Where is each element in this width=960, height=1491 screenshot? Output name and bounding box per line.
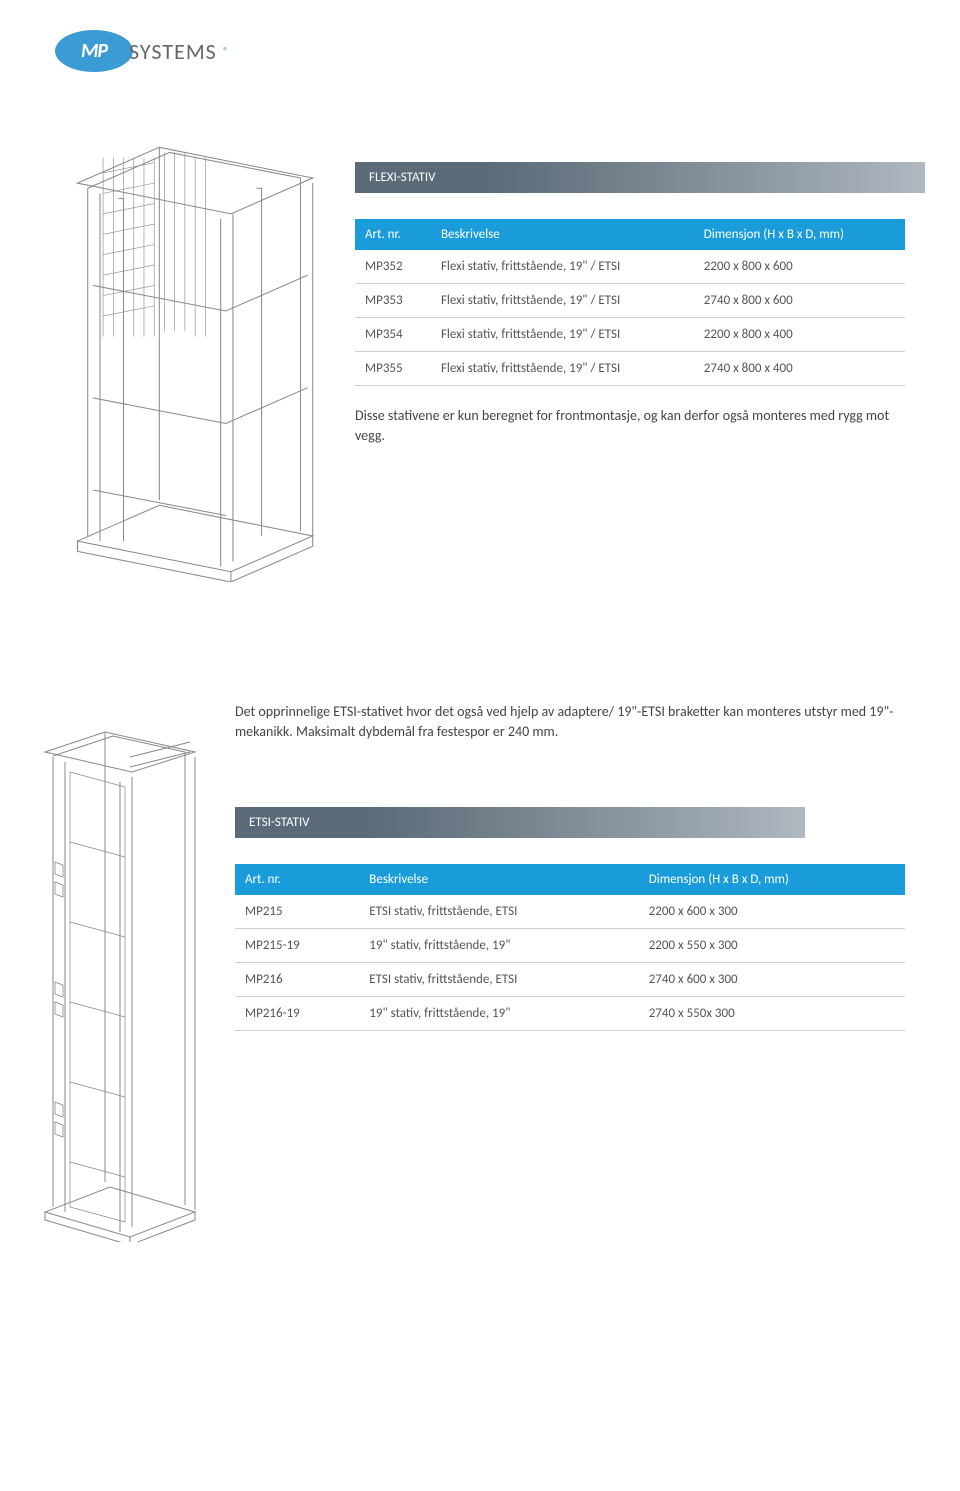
cell-art: MP215-19 xyxy=(235,929,359,963)
cell-art: MP216-19 xyxy=(235,997,359,1031)
cell-dim: 2200 x 550 x 300 xyxy=(639,929,905,963)
cell-dim: 2740 x 600 x 300 xyxy=(639,963,905,997)
cell-dim: 2200 x 800 x 600 xyxy=(694,250,905,284)
table-row: MP353 Flexi stativ, frittstående, 19" / … xyxy=(355,284,905,318)
logo-registered: ® xyxy=(223,45,229,58)
cell-dim: 2740 x 800 x 400 xyxy=(694,352,905,386)
cell-dim: 2740 x 800 x 600 xyxy=(694,284,905,318)
col-dimensjon: Dimensjon (H x B x D, mm) xyxy=(639,864,905,895)
flexi-stativ-table: Art. nr. Beskrivelse Dimensjon (H x B x … xyxy=(355,219,905,386)
cell-art: MP353 xyxy=(355,284,431,318)
cell-desc: Flexi stativ, frittstående, 19" / ETSI xyxy=(431,284,694,318)
rack-illustration-etsi xyxy=(35,722,205,1242)
cell-desc: ETSI stativ, frittstående, ETSI xyxy=(359,963,638,997)
col-beskrivelse: Beskrivelse xyxy=(359,864,638,895)
cell-art: MP355 xyxy=(355,352,431,386)
cell-dim: 2740 x 550x 300 xyxy=(639,997,905,1031)
table-row: MP355 Flexi stativ, frittstående, 19" / … xyxy=(355,352,905,386)
section-label-flexi: FLEXI-STATIV xyxy=(355,162,485,193)
col-dimensjon: Dimensjon (H x B x D, mm) xyxy=(694,219,905,250)
cell-art: MP216 xyxy=(235,963,359,997)
logo-mark: MP xyxy=(55,30,133,72)
logo-text: SYSTEMS xyxy=(129,38,217,65)
cell-desc: Flexi stativ, frittstående, 19" / ETSI xyxy=(431,352,694,386)
company-logo: MP SYSTEMS ® xyxy=(55,30,905,72)
cell-dim: 2200 x 600 x 300 xyxy=(639,895,905,929)
cell-art: MP354 xyxy=(355,318,431,352)
etsi-intro-text: Det opprinnelige ETSI-stativet hvor det … xyxy=(235,702,905,741)
cell-dim: 2200 x 800 x 400 xyxy=(694,318,905,352)
cell-art: MP352 xyxy=(355,250,431,284)
table-row: MP215-19 19" stativ, frittstående, 19" 2… xyxy=(235,929,905,963)
cell-desc: 19" stativ, frittstående, 19" xyxy=(359,929,638,963)
etsi-stativ-table: Art. nr. Beskrivelse Dimensjon (H x B x … xyxy=(235,864,905,1031)
table-row: MP215 ETSI stativ, frittstående, ETSI 22… xyxy=(235,895,905,929)
cell-desc: 19" stativ, frittstående, 19" xyxy=(359,997,638,1031)
table-row: MP352 Flexi stativ, frittstående, 19" / … xyxy=(355,250,905,284)
cell-desc: Flexi stativ, frittstående, 19" / ETSI xyxy=(431,318,694,352)
table-row: MP354 Flexi stativ, frittstående, 19" / … xyxy=(355,318,905,352)
col-art-nr: Art. nr. xyxy=(355,219,431,250)
col-beskrivelse: Beskrivelse xyxy=(431,219,694,250)
table-row: MP216-19 19" stativ, frittstående, 19" 2… xyxy=(235,997,905,1031)
table-row: MP216 ETSI stativ, frittstående, ETSI 27… xyxy=(235,963,905,997)
flexi-description: Disse stativene er kun beregnet for fron… xyxy=(355,406,905,445)
col-art-nr: Art. nr. xyxy=(235,864,359,895)
etsi-stativ-section: Det opprinnelige ETSI-stativet hvor det … xyxy=(55,722,905,1242)
cell-desc: Flexi stativ, frittstående, 19" / ETSI xyxy=(431,250,694,284)
rack-illustration-flexi xyxy=(55,132,325,582)
flexi-stativ-section: FLEXI-STATIV Art. nr. Beskrivelse Dimens… xyxy=(55,162,905,582)
cell-art: MP215 xyxy=(235,895,359,929)
cell-desc: ETSI stativ, frittstående, ETSI xyxy=(359,895,638,929)
section-label-etsi: ETSI-STATIV xyxy=(235,807,365,838)
